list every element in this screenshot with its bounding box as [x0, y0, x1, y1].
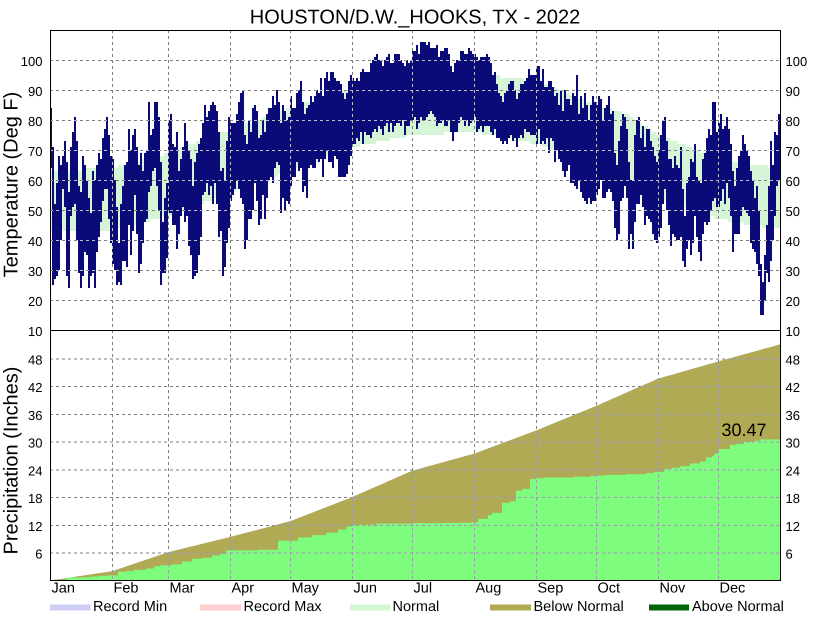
svg-text:Record Min: Record Min: [93, 599, 167, 615]
svg-text:100: 100: [786, 54, 808, 69]
svg-text:Above Normal: Above Normal: [692, 599, 784, 615]
svg-text:Precipitation (Inches): Precipitation (Inches): [1, 367, 23, 555]
svg-text:18: 18: [28, 491, 42, 506]
svg-text:Record Max: Record Max: [244, 599, 323, 615]
svg-text:30: 30: [786, 436, 800, 451]
svg-text:18: 18: [786, 491, 800, 506]
svg-text:30: 30: [28, 436, 42, 451]
svg-text:6: 6: [786, 547, 793, 562]
svg-text:Oct: Oct: [598, 581, 621, 597]
svg-text:90: 90: [28, 84, 42, 99]
svg-text:30: 30: [786, 264, 800, 279]
svg-text:20: 20: [28, 294, 42, 309]
svg-text:36: 36: [786, 408, 800, 423]
svg-text:48: 48: [28, 352, 42, 367]
svg-text:Normal: Normal: [393, 599, 440, 615]
svg-text:Jun: Jun: [354, 581, 377, 597]
svg-text:Apr: Apr: [232, 581, 255, 597]
svg-text:10: 10: [28, 324, 42, 339]
svg-text:30: 30: [28, 264, 42, 279]
svg-text:60: 60: [786, 174, 800, 189]
svg-text:HOUSTON/D.W._HOOKS, TX - 2022: HOUSTON/D.W._HOOKS, TX - 2022: [250, 7, 580, 29]
svg-text:Nov: Nov: [660, 581, 687, 597]
svg-text:Aug: Aug: [476, 581, 502, 597]
svg-text:20: 20: [786, 294, 800, 309]
svg-text:60: 60: [28, 174, 42, 189]
svg-text:30.47: 30.47: [721, 420, 766, 440]
svg-text:24: 24: [28, 463, 42, 478]
svg-text:24: 24: [786, 463, 800, 478]
svg-text:80: 80: [786, 114, 800, 129]
svg-text:Mar: Mar: [170, 581, 195, 597]
svg-text:80: 80: [28, 114, 42, 129]
svg-text:Dec: Dec: [720, 581, 746, 597]
svg-text:70: 70: [786, 144, 800, 159]
svg-text:Below Normal: Below Normal: [534, 599, 624, 615]
svg-text:42: 42: [786, 380, 800, 395]
svg-text:90: 90: [786, 84, 800, 99]
svg-text:May: May: [292, 581, 320, 597]
svg-text:6: 6: [35, 547, 42, 562]
svg-text:Jan: Jan: [52, 581, 75, 597]
svg-text:100: 100: [21, 54, 43, 69]
svg-text:Temperature (Deg F): Temperature (Deg F): [1, 92, 23, 278]
svg-text:40: 40: [28, 234, 42, 249]
svg-text:40: 40: [786, 234, 800, 249]
svg-text:12: 12: [28, 519, 42, 534]
svg-text:Sep: Sep: [538, 581, 564, 597]
svg-text:12: 12: [786, 519, 800, 534]
svg-text:Jul: Jul: [414, 581, 433, 597]
svg-text:50: 50: [28, 204, 42, 219]
svg-text:70: 70: [28, 144, 42, 159]
svg-text:10: 10: [786, 324, 800, 339]
svg-text:Feb: Feb: [114, 581, 139, 597]
svg-text:50: 50: [786, 204, 800, 219]
svg-text:48: 48: [786, 352, 800, 367]
svg-text:36: 36: [28, 408, 42, 423]
svg-text:42: 42: [28, 380, 42, 395]
